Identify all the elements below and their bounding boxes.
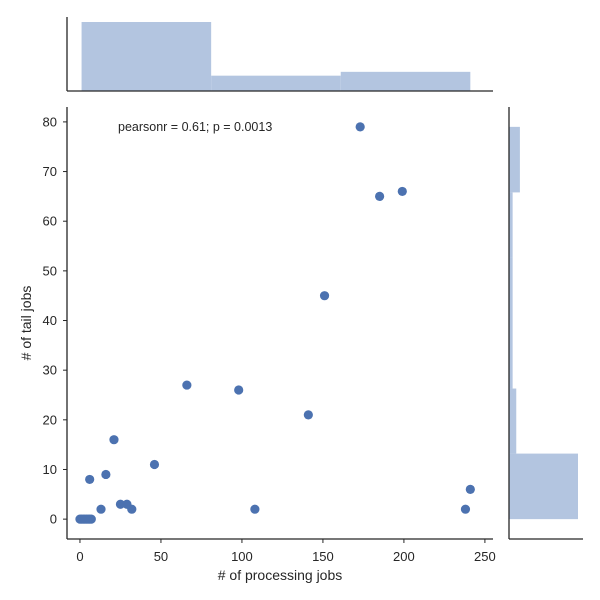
scatter-point xyxy=(303,410,313,420)
scatter-point xyxy=(127,504,137,514)
scatter-point xyxy=(234,385,244,395)
y-axis-label: # of tail jobs xyxy=(18,286,34,361)
right-marginal-histogram xyxy=(509,126,578,520)
y-tick-label: 20 xyxy=(43,412,57,427)
scatter-point xyxy=(465,484,475,494)
x-hist-bar xyxy=(81,22,212,91)
y-hist-bar xyxy=(509,126,520,193)
y-tick-label: 10 xyxy=(43,462,57,477)
x-axis-ticks: 0 50 100 150 200 250 xyxy=(76,539,496,564)
scatter-point xyxy=(115,499,126,509)
axes-spines xyxy=(66,17,583,540)
x-hist-bar xyxy=(211,75,341,91)
x-tick-label: 100 xyxy=(231,549,253,564)
scatter-point xyxy=(355,122,365,132)
x-axis-label: # of processing jobs xyxy=(218,567,343,583)
x-tick-label: 50 xyxy=(154,549,168,564)
scatter-point xyxy=(460,504,471,514)
y-tick-label: 50 xyxy=(43,263,57,278)
y-hist-bar xyxy=(509,192,513,258)
scatter-points xyxy=(75,122,475,524)
scatter-point xyxy=(109,435,119,445)
y-hist-bar xyxy=(509,453,578,520)
x-tick-label: 200 xyxy=(393,549,415,564)
scatter-point xyxy=(85,474,95,485)
scatter-point xyxy=(250,504,260,514)
scatter-point xyxy=(149,459,160,470)
scatter-point xyxy=(319,291,330,301)
y-hist-bar xyxy=(509,388,517,454)
scatter-point xyxy=(182,380,192,390)
y-tick-label: 40 xyxy=(43,313,57,328)
y-hist-bar xyxy=(509,323,513,389)
y-tick-label: 80 xyxy=(43,114,57,129)
x-tick-label: 0 xyxy=(76,549,83,564)
pearson-annotation: pearsonr = 0.61; p = 0.0013 xyxy=(118,120,272,134)
scatter-point xyxy=(86,514,96,524)
y-tick-label: 30 xyxy=(43,363,57,378)
x-tick-label: 250 xyxy=(474,549,496,564)
x-tick-label: 150 xyxy=(312,549,334,564)
scatter-point xyxy=(96,504,106,514)
scatter-point xyxy=(375,191,385,201)
top-marginal-histogram xyxy=(81,22,471,91)
y-hist-bar xyxy=(509,257,513,323)
scatter-panel: 0 50 100 150 200 250 0 10 20 30 40 50 60 70 80 pearso… xyxy=(18,114,496,583)
y-axis-ticks: 0 10 20 30 40 50 60 70 80 xyxy=(43,114,67,527)
y-tick-label: 70 xyxy=(43,164,57,179)
y-tick-label: 0 xyxy=(50,512,57,527)
x-hist-bar xyxy=(340,71,471,91)
scatter-point xyxy=(397,186,407,197)
y-tick-label: 60 xyxy=(43,214,57,229)
scatter-point xyxy=(101,469,111,480)
